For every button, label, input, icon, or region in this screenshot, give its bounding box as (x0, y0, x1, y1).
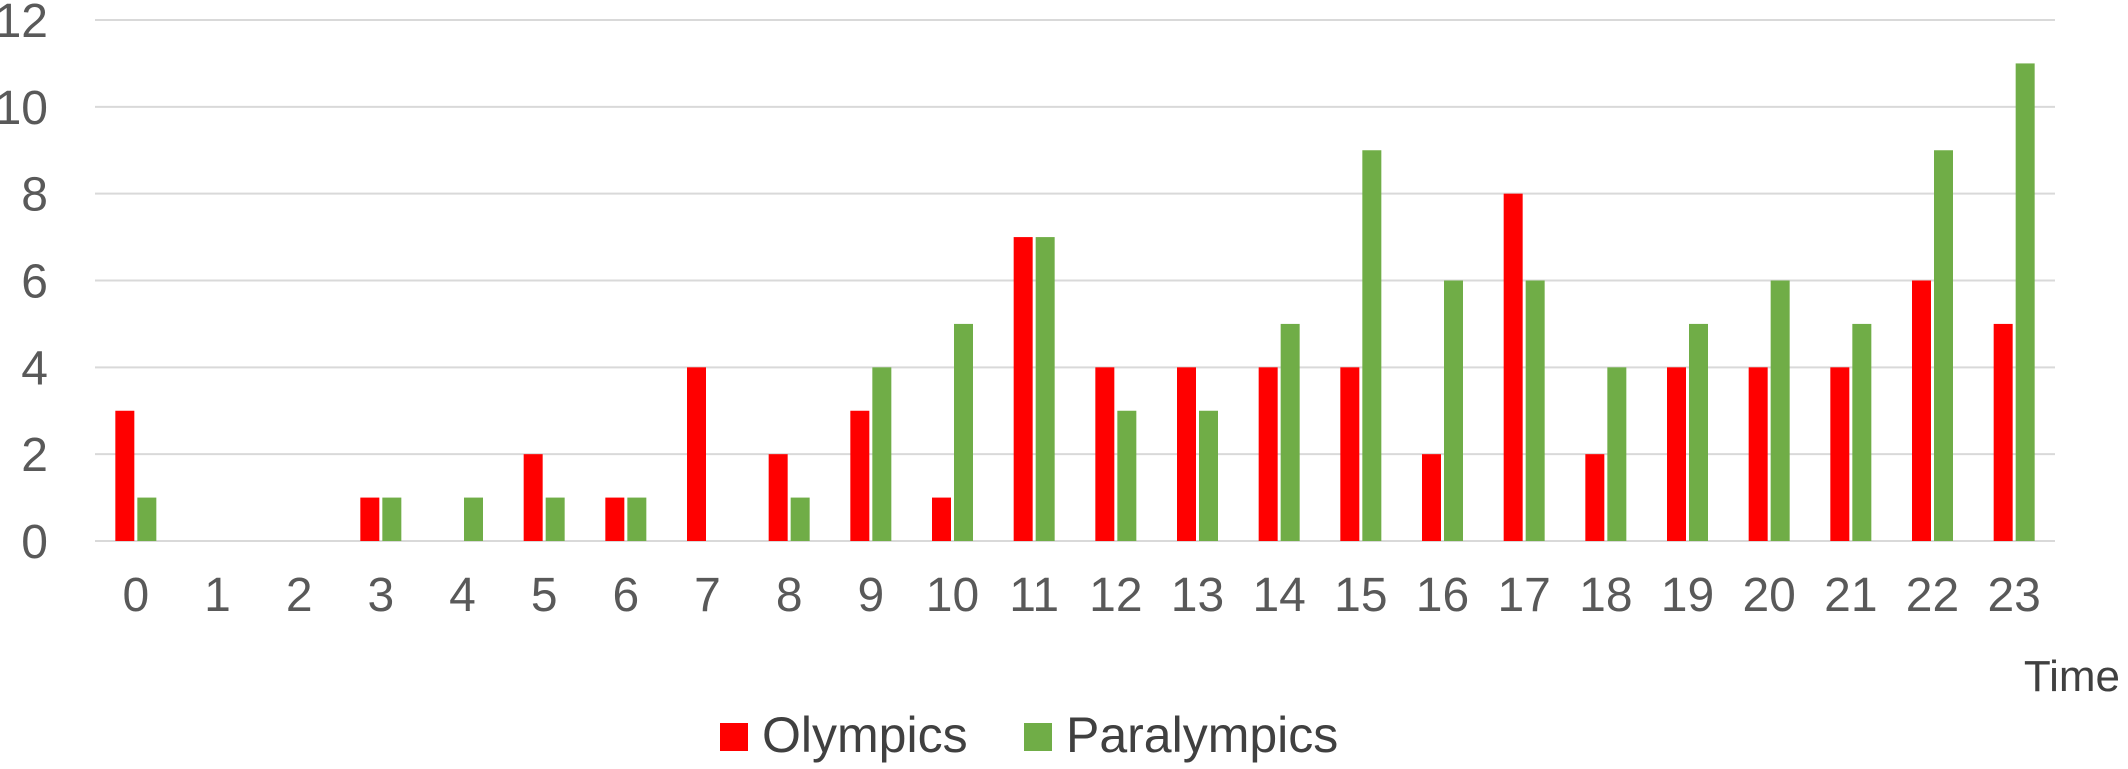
bar-paralympics-5 (545, 497, 565, 541)
bar-olympics-0 (115, 410, 135, 541)
x-tick-label: 6 (612, 569, 639, 622)
y-tick-label: 0 (21, 516, 48, 569)
bar-olympics-5 (523, 454, 543, 541)
x-tick-label: 15 (1334, 569, 1387, 622)
bars (115, 63, 2035, 542)
x-tick-label: 13 (1171, 569, 1224, 622)
x-tick-label: 17 (1497, 569, 1550, 622)
bar-olympics-16 (1422, 454, 1441, 541)
bar-paralympics-10 (954, 323, 973, 541)
x-tick-label: 4 (449, 569, 476, 622)
bar-olympics-22 (1912, 280, 1931, 541)
legend-swatch-olympics (720, 723, 748, 751)
bar-olympics-23 (1993, 323, 2013, 541)
bar-paralympics-21 (1852, 323, 1872, 541)
bar-olympics-7 (687, 367, 706, 541)
x-tick-label: 8 (776, 569, 803, 622)
bar-olympics-14 (1258, 367, 1278, 541)
x-tick-label: 19 (1661, 569, 1714, 622)
bar-olympics-8 (768, 454, 788, 541)
legend-label-olympics: Olympics (762, 707, 968, 763)
y-tick-label: 10 (0, 82, 48, 135)
legend-label-paralympics: Paralympics (1066, 707, 1338, 763)
x-tick-label: 11 (1009, 569, 1059, 622)
y-axis-ticks: 0 2 4 6 8 10 12 (0, 0, 48, 569)
x-tick-label: 23 (1987, 569, 2040, 622)
bar-paralympics-22 (1934, 150, 1953, 541)
x-tick-label: 5 (531, 569, 558, 622)
bar-olympics-11 (1013, 237, 1033, 542)
bar-paralympics-16 (1444, 280, 1463, 541)
bar-paralympics-11 (1035, 237, 1055, 542)
x-tick-label: 1 (204, 569, 231, 622)
x-tick-label: 16 (1416, 569, 1469, 622)
gridlines (95, 19, 2055, 542)
bar-paralympics-9 (872, 367, 892, 541)
bar-paralympics-17 (1525, 280, 1545, 541)
bar-olympics-10 (932, 497, 951, 541)
bar-olympics-20 (1748, 367, 1768, 541)
bar-paralympics-12 (1117, 410, 1137, 541)
bar-olympics-6 (605, 497, 625, 541)
bar-paralympics-20 (1770, 280, 1790, 541)
bar-paralympics-4 (464, 497, 483, 541)
bar-paralympics-18 (1607, 367, 1627, 541)
x-tick-label: 2 (286, 569, 313, 622)
x-tick-label: 10 (926, 569, 979, 622)
x-tick-label: 22 (1906, 569, 1959, 622)
legend-swatch-paralympics (1024, 723, 1052, 751)
bar-paralympics-6 (627, 497, 647, 541)
bar-olympics-19 (1667, 367, 1686, 541)
bar-olympics-17 (1503, 193, 1523, 541)
bar-paralympics-8 (790, 497, 810, 541)
bar-paralympics-3 (382, 497, 402, 541)
x-tick-label: 14 (1252, 569, 1305, 622)
x-tick-label: 9 (857, 569, 884, 622)
x-tick-label: 3 (367, 569, 394, 622)
bar-olympics-3 (360, 497, 380, 541)
bar-paralympics-14 (1280, 323, 1300, 541)
x-axis-ticks: 0 1 2 3 4 5 6 7 8 9 10 11 12 13 14 15 16 17 18 19 20 21 22 23 (122, 569, 2040, 622)
x-tick-label: 20 (1742, 569, 1795, 622)
x-axis-title: Time (2024, 652, 2120, 701)
x-tick-label: 18 (1579, 569, 1632, 622)
legend: Olympics Paralympics (720, 707, 1338, 763)
bar-olympics-21 (1830, 367, 1850, 541)
bar-olympics-9 (850, 410, 870, 541)
y-tick-label: 8 (21, 169, 48, 222)
bar-paralympics-0 (137, 497, 157, 541)
bar-olympics-18 (1585, 454, 1605, 541)
bar-paralympics-23 (2015, 63, 2035, 542)
y-tick-label: 6 (21, 256, 48, 309)
bar-olympics-12 (1095, 367, 1115, 541)
bar-olympics-13 (1177, 367, 1196, 541)
x-tick-label: 7 (694, 569, 721, 622)
x-tick-label: 21 (1824, 569, 1877, 622)
y-tick-label: 4 (21, 342, 48, 395)
x-tick-label: 12 (1089, 569, 1142, 622)
bar-olympics-15 (1340, 367, 1360, 541)
bar-paralympics-19 (1689, 323, 1708, 541)
bar-paralympics-15 (1362, 150, 1382, 541)
bar-paralympics-13 (1199, 410, 1218, 541)
x-tick-label: 0 (122, 569, 149, 622)
y-tick-label: 12 (0, 0, 48, 48)
y-tick-label: 2 (21, 429, 48, 482)
